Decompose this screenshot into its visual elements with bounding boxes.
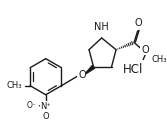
Text: O: O xyxy=(78,70,86,80)
Text: O⁻: O⁻ xyxy=(27,101,37,110)
Text: NH: NH xyxy=(94,22,109,32)
Text: CH₃: CH₃ xyxy=(7,81,22,90)
Polygon shape xyxy=(84,65,95,75)
Text: O: O xyxy=(42,112,49,121)
Text: O: O xyxy=(135,18,142,28)
Text: O: O xyxy=(141,45,149,55)
Text: N⁺: N⁺ xyxy=(40,102,51,111)
Text: HCl: HCl xyxy=(122,63,143,76)
Text: CH₃: CH₃ xyxy=(151,55,167,64)
